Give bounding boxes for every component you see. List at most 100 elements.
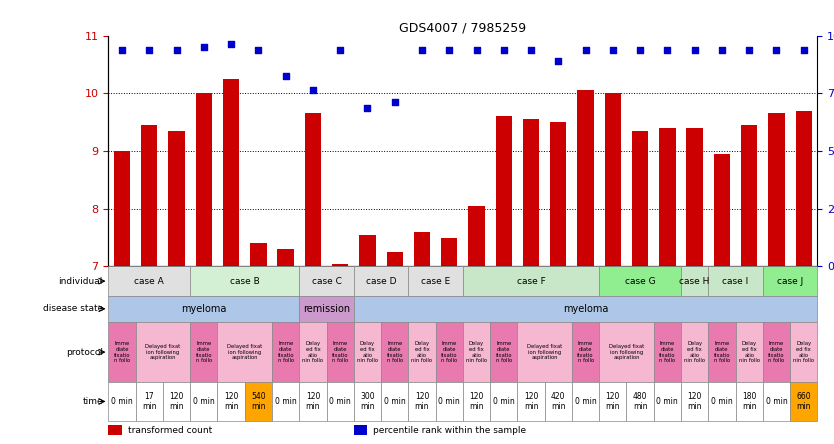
Point xyxy=(443,47,456,54)
Text: 0 min: 0 min xyxy=(111,397,133,406)
Bar xyxy=(490,322,517,382)
Bar xyxy=(223,79,239,266)
Point xyxy=(742,47,756,54)
Point xyxy=(551,58,565,65)
Text: 0 min: 0 min xyxy=(656,397,678,406)
Bar xyxy=(708,382,736,420)
Point xyxy=(224,41,238,48)
Point xyxy=(361,104,374,111)
Bar xyxy=(108,382,136,420)
Bar xyxy=(244,382,272,420)
Bar xyxy=(763,266,817,296)
Bar xyxy=(190,322,218,382)
Bar xyxy=(632,131,648,266)
Bar xyxy=(659,128,676,266)
Text: case G: case G xyxy=(625,277,656,285)
Bar xyxy=(409,322,435,382)
Text: 120
min: 120 min xyxy=(224,392,239,411)
Text: time: time xyxy=(83,397,103,406)
Point xyxy=(197,44,210,51)
Bar xyxy=(626,382,654,420)
Text: remission: remission xyxy=(303,304,350,314)
Text: 120
min: 120 min xyxy=(687,392,702,411)
Bar xyxy=(550,122,566,266)
Bar xyxy=(381,322,409,382)
Title: GDS4007 / 7985259: GDS4007 / 7985259 xyxy=(399,21,526,34)
Text: protocol: protocol xyxy=(66,348,103,357)
Point xyxy=(688,47,701,54)
Point xyxy=(279,72,292,79)
Text: 120
min: 120 min xyxy=(470,392,484,411)
Bar xyxy=(168,131,185,266)
Text: 17
min: 17 min xyxy=(142,392,157,411)
Text: 0 min: 0 min xyxy=(439,397,460,406)
Bar xyxy=(218,382,244,420)
Bar xyxy=(196,93,212,266)
Bar xyxy=(354,322,381,382)
Text: individual: individual xyxy=(58,277,103,285)
Text: Imme
diate
fixatio
n follo: Imme diate fixatio n follo xyxy=(659,341,676,363)
Bar xyxy=(435,382,463,420)
Bar xyxy=(790,382,817,420)
Bar xyxy=(517,322,572,382)
Bar xyxy=(435,322,463,382)
Point xyxy=(525,47,538,54)
Bar xyxy=(190,382,218,420)
Point xyxy=(415,47,429,54)
Bar xyxy=(108,296,299,322)
Text: 120
min: 120 min xyxy=(305,392,320,411)
Bar xyxy=(250,243,267,266)
Text: 0 min: 0 min xyxy=(493,397,515,406)
Point xyxy=(797,47,811,54)
Text: Imme
diate
fixatio
n follo: Imme diate fixatio n follo xyxy=(278,341,294,363)
Text: 0 min: 0 min xyxy=(575,397,596,406)
Bar xyxy=(681,266,708,296)
Bar xyxy=(299,322,327,382)
Bar xyxy=(768,114,785,266)
Text: 420
min: 420 min xyxy=(551,392,565,411)
Bar xyxy=(599,322,654,382)
Text: Imme
diate
fixatio
n follo: Imme diate fixatio n follo xyxy=(332,341,349,363)
Bar xyxy=(708,322,736,382)
Bar xyxy=(654,382,681,420)
Bar xyxy=(463,322,490,382)
Bar xyxy=(790,322,817,382)
Bar xyxy=(163,382,190,420)
Bar xyxy=(414,232,430,266)
Bar xyxy=(599,266,681,296)
Bar xyxy=(299,266,354,296)
Text: 540
min: 540 min xyxy=(251,392,266,411)
Bar xyxy=(114,151,130,266)
Bar xyxy=(278,249,294,266)
Text: 120
min: 120 min xyxy=(524,392,538,411)
Bar xyxy=(577,91,594,266)
Bar xyxy=(141,125,158,266)
Bar xyxy=(545,382,572,420)
Bar xyxy=(572,382,599,420)
Bar xyxy=(108,266,190,296)
Text: 300
min: 300 min xyxy=(360,392,374,411)
Text: 0 min: 0 min xyxy=(384,397,405,406)
Point xyxy=(633,47,646,54)
Bar xyxy=(495,116,512,266)
Bar xyxy=(605,93,621,266)
Text: Imme
diate
fixatio
n follo: Imme diate fixatio n follo xyxy=(577,341,594,363)
Bar xyxy=(736,382,763,420)
Bar xyxy=(354,382,381,420)
Bar xyxy=(517,382,545,420)
Text: case E: case E xyxy=(421,277,450,285)
Text: Delay
ed fix
atio
nin follo: Delay ed fix atio nin follo xyxy=(793,341,814,363)
Point xyxy=(716,47,729,54)
Bar xyxy=(299,382,327,420)
Bar xyxy=(708,266,763,296)
Bar xyxy=(409,266,463,296)
Bar xyxy=(354,425,368,435)
Text: myeloma: myeloma xyxy=(181,304,227,314)
Text: case B: case B xyxy=(230,277,259,285)
Text: 0 min: 0 min xyxy=(329,397,351,406)
Text: myeloma: myeloma xyxy=(563,304,608,314)
Text: 0 min: 0 min xyxy=(274,397,297,406)
Text: Imme
diate
fixatio
n follo: Imme diate fixatio n follo xyxy=(441,341,458,363)
Text: Imme
diate
fixatio
n follo: Imme diate fixatio n follo xyxy=(196,341,212,363)
Text: Imme
diate
fixatio
n follo: Imme diate fixatio n follo xyxy=(714,341,730,363)
